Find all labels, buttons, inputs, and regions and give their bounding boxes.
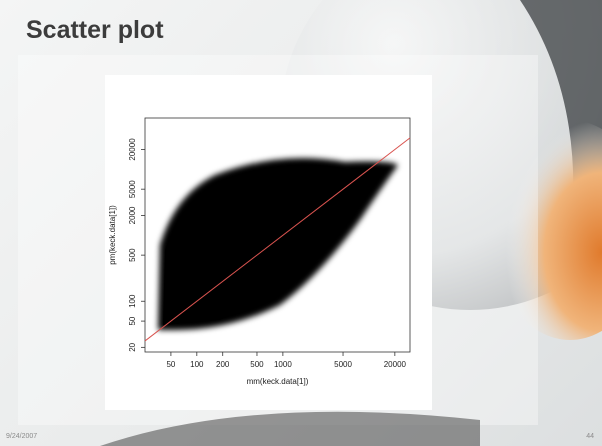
x-axis-label: mm(keck.data[1]) (247, 377, 309, 386)
y-tick-label: 500 (128, 248, 137, 262)
x-tick-label: 5000 (334, 360, 352, 369)
x-tick-label: 50 (166, 360, 175, 369)
y-tick-label: 20000 (128, 138, 137, 161)
x-tick-label: 20000 (384, 360, 407, 369)
x-tick-label: 1000 (274, 360, 292, 369)
slide-title: Scatter plot (26, 16, 164, 44)
y-tick-label: 100 (128, 294, 137, 308)
plot-frame (144, 117, 411, 353)
slide-number: 44 (586, 433, 594, 440)
y-tick-label: 5000 (128, 180, 137, 198)
y-tick-label: 2000 (128, 206, 137, 224)
x-tick-label: 100 (190, 360, 204, 369)
diagonal-line (144, 137, 411, 342)
slide-date: 9/24/2007 (6, 433, 38, 440)
y-axis-label: pm(keck.data[1]) (108, 205, 117, 265)
point-cloud-core (163, 164, 340, 325)
x-tick-label: 500 (250, 360, 264, 369)
y-tick-label: 50 (128, 316, 137, 325)
x-tick-label: 200 (216, 360, 230, 369)
y-tick-label: 20 (128, 342, 137, 351)
